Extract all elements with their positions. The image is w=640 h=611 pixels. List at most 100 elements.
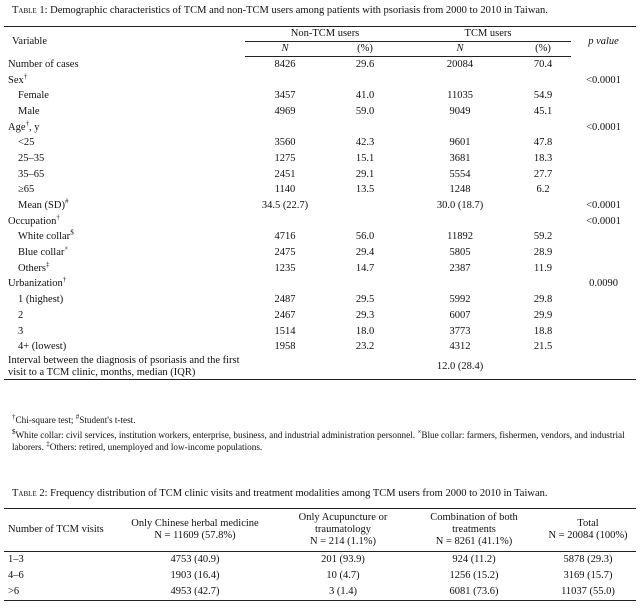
header-col: Combination of both treatments N = 8261 (… [408, 508, 540, 552]
cell [245, 277, 325, 293]
label-text: ≥65 [18, 184, 35, 196]
row: Number of cases 8426 29.6 20084 70.4 [4, 57, 636, 73]
row: Others‡ 1235 14.7 2387 11.9 [4, 261, 636, 277]
cell: 5878 (29.3) [563, 554, 613, 565]
cell: 18.0 [355, 325, 375, 337]
cell: 6007 [449, 309, 471, 321]
row-label: Number of cases [4, 57, 245, 73]
cell: 5992 [449, 294, 471, 306]
col-title: Only Chinese herbal medicine [131, 518, 259, 529]
cell [325, 355, 405, 380]
cell: 29.9 [533, 309, 553, 321]
footnote-mark: $ [12, 427, 16, 436]
cell: 1275 [274, 152, 296, 164]
caption-text: Demographic characteristics of TCM and n… [50, 5, 548, 16]
cell: 29.4 [355, 247, 375, 259]
cell [571, 308, 636, 324]
row: <25 3560 42.3 9601 47.8 [4, 135, 636, 151]
cell: 3560 [274, 137, 296, 149]
label-text: Blue collar [18, 247, 65, 259]
cell: 15.1 [355, 152, 375, 164]
cell: 5805 [449, 247, 471, 259]
cell: 4–6 [8, 570, 24, 581]
footnote-mark: † [62, 275, 67, 284]
footnote-mark: × [417, 427, 422, 436]
header-col: Only Chinese herbal medicine N = 11609 (5… [112, 508, 278, 552]
col-total: N = 8261 (41.1%) [435, 536, 513, 547]
row: Male 4969 59.0 9049 45.1 [4, 104, 636, 120]
footnote-mark: # [64, 197, 69, 206]
row-label: Age†, y [4, 120, 245, 136]
cell: <0.0001 [586, 74, 621, 86]
cell [571, 230, 636, 246]
cell [245, 214, 325, 230]
cell: 2387 [449, 262, 471, 274]
cell: 54.9 [533, 90, 553, 102]
label-text: Number of cases [8, 58, 79, 70]
row: 1 (highest) 2487 29.5 5992 29.8 [4, 292, 636, 308]
row: ≥65 1140 13.5 1248 6.2 [4, 183, 636, 199]
label-text: 2 [18, 309, 24, 321]
label-text: Sex [8, 74, 24, 86]
cell: 6.2 [536, 184, 550, 196]
cell [571, 261, 636, 277]
row-label: White collar$ [4, 228, 245, 246]
cell: 20084 [446, 58, 474, 70]
cell: 3773 [449, 325, 471, 337]
table-label: Table 2: [12, 488, 48, 499]
footnote-mark: × [64, 244, 69, 253]
row: >6 4953 (42.7) 3 (1.4) 6081 (73.6) 11037 (55… [4, 584, 636, 601]
row-label: Blue collar× [4, 245, 245, 261]
cell: 29.5 [355, 294, 375, 306]
cell: 4969 [274, 105, 296, 117]
cell: 8426 [274, 58, 296, 70]
cell: 18.8 [533, 325, 553, 337]
caption-text: Frequency distribution of TCM clinic vis… [50, 488, 548, 499]
footnote-mark: $ [70, 228, 74, 237]
cell: 4716 [274, 231, 296, 243]
table2-caption: Table 2: Frequency distribution of TCM c… [12, 488, 632, 499]
footnote-mark: † [25, 119, 30, 128]
cell: 45.1 [533, 105, 553, 117]
row: 35–65 2451 29.1 5554 27.7 [4, 167, 636, 183]
cell [571, 339, 636, 355]
cell: 1140 [274, 184, 296, 196]
footnote-mark: ‡ [46, 439, 50, 448]
cell [571, 245, 636, 261]
label-text: Occupation [8, 215, 57, 227]
row-label: Urbanization† [4, 275, 245, 293]
label-text: Interval between the diagnosis of psoria… [8, 355, 240, 379]
label-text: Mean (SD) [18, 200, 65, 212]
header-group: Non-TCM users [245, 26, 406, 42]
cell: 70.4 [533, 58, 553, 70]
cell [325, 198, 405, 214]
cell [515, 198, 571, 214]
cell: 11037 (55.0) [561, 586, 615, 597]
cell: 9049 [449, 105, 471, 117]
cell: 3169 (15.7) [563, 570, 613, 581]
cell [571, 135, 636, 151]
cell: 201 (93.9) [321, 554, 365, 565]
cell: 30.0 (18.7) [436, 200, 484, 212]
cell [571, 57, 636, 73]
cell: 59.2 [533, 231, 553, 243]
cell: 5554 [449, 168, 471, 180]
cell: 3 (1.4) [329, 586, 357, 597]
table1-caption: Table 1: Demographic characteristics of … [12, 5, 632, 16]
cell: 1256 (15.2) [449, 570, 499, 581]
cell: 21.5 [533, 341, 553, 353]
cell: 3681 [449, 152, 471, 164]
cell [245, 355, 325, 380]
cell: 29.3 [355, 309, 375, 321]
label-text: 4+ (lowest) [18, 341, 67, 353]
cell: 10 (4.7) [326, 570, 360, 581]
cell: 3457 [274, 90, 296, 102]
header-sub: N [405, 41, 516, 57]
footnote-text: Chi-square test; [15, 415, 76, 425]
table-label: Table 1: [12, 5, 48, 16]
row: Interval between the diagnosis of psoria… [4, 355, 636, 380]
label-text: Urbanization [8, 278, 63, 290]
cell: 34.5 (22.7) [261, 200, 309, 212]
row-label: <25 [4, 135, 245, 151]
